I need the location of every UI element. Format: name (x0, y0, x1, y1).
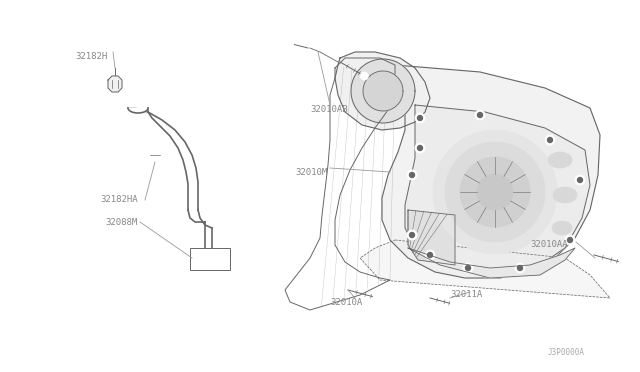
Ellipse shape (553, 187, 577, 203)
Text: 32088M: 32088M (105, 218, 137, 227)
Polygon shape (335, 52, 430, 130)
Polygon shape (108, 76, 122, 92)
Circle shape (417, 115, 422, 121)
Ellipse shape (548, 152, 572, 168)
Circle shape (410, 173, 415, 177)
Polygon shape (360, 240, 610, 298)
Polygon shape (351, 59, 415, 123)
Polygon shape (405, 105, 590, 272)
Text: 32182H: 32182H (75, 52, 108, 61)
Circle shape (417, 145, 422, 151)
Text: 32010AA: 32010AA (530, 240, 568, 249)
Polygon shape (363, 71, 403, 111)
Circle shape (518, 266, 522, 270)
Circle shape (515, 263, 525, 273)
Circle shape (463, 263, 473, 273)
Text: 32011A: 32011A (450, 290, 483, 299)
Ellipse shape (552, 221, 572, 235)
Circle shape (568, 237, 573, 243)
Circle shape (465, 266, 470, 270)
Polygon shape (128, 108, 148, 113)
Text: 32182HA: 32182HA (100, 195, 138, 204)
Polygon shape (382, 65, 600, 278)
Circle shape (450, 301, 458, 308)
Circle shape (373, 294, 381, 302)
Circle shape (360, 72, 368, 80)
Circle shape (547, 138, 552, 142)
Circle shape (577, 177, 582, 183)
Circle shape (445, 142, 545, 242)
Circle shape (575, 175, 585, 185)
Bar (190, 248, 230, 270)
Circle shape (410, 232, 415, 237)
Text: J3P0000A: J3P0000A (548, 348, 585, 357)
Circle shape (415, 143, 425, 153)
Circle shape (287, 41, 294, 48)
Circle shape (477, 112, 483, 118)
Circle shape (407, 230, 417, 240)
Circle shape (428, 253, 433, 257)
Circle shape (415, 113, 425, 123)
Circle shape (475, 110, 485, 120)
Circle shape (565, 235, 575, 245)
Ellipse shape (148, 151, 162, 160)
Circle shape (425, 250, 435, 260)
Polygon shape (408, 248, 575, 278)
Circle shape (477, 174, 513, 210)
Text: 32010AB: 32010AB (310, 105, 348, 114)
Circle shape (619, 259, 627, 267)
Circle shape (407, 170, 417, 180)
Text: 32010M: 32010M (295, 168, 327, 177)
Circle shape (460, 157, 530, 227)
Circle shape (545, 135, 555, 145)
Circle shape (433, 130, 557, 254)
Text: 32010A: 32010A (330, 298, 362, 307)
Polygon shape (408, 210, 455, 265)
